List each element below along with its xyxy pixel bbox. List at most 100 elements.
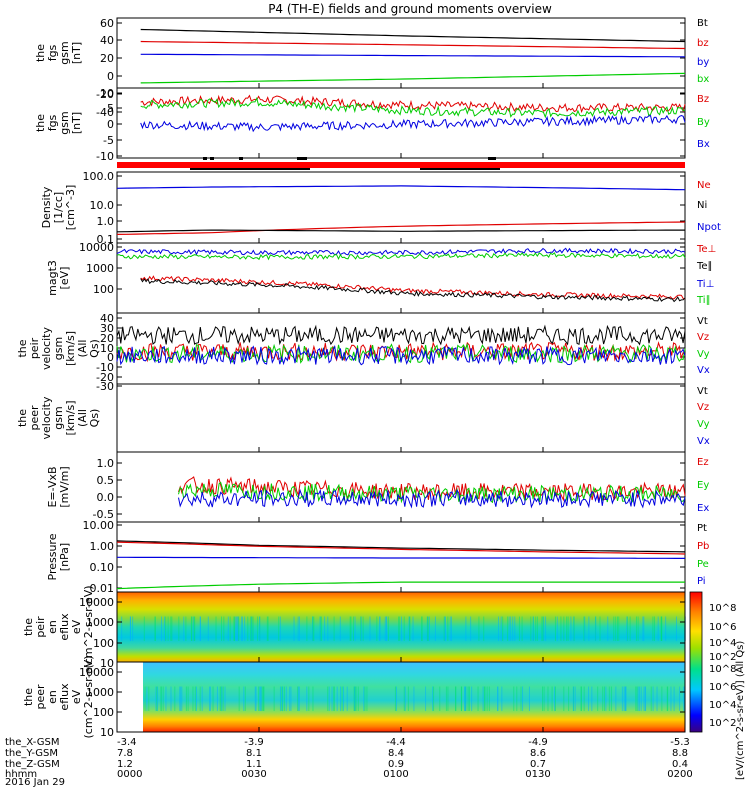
spectrogram-streak [500,616,502,641]
spectrogram-streak [157,686,159,711]
spectrogram-streak [244,616,246,641]
y-axis-label: Qs) [88,409,101,428]
spectrogram-streak [610,686,612,711]
series-line-Vt [116,324,686,346]
y-axis-label: the [22,688,35,706]
legend-Vz: Vz [697,332,709,343]
y-axis-label: [nPa] [58,543,71,571]
spectrogram-streak [635,616,637,641]
spectrogram-streak [516,686,518,711]
spectrogram-streak [395,686,397,711]
y-axis-label: the [34,114,47,132]
legend-Ex: Ex [697,503,709,514]
spectrogram-streak [350,616,352,641]
spectrogram-streak [251,616,253,641]
panel-1: 60 40 20 0 -20 -40 the fgs gsm [nT] Bt bz by bx [34,17,709,119]
y-axis-label: eV [70,689,83,704]
spectrogram-streak [346,686,348,711]
legend-Npot: Npot [697,222,721,233]
spectrogram-streak [238,616,240,641]
spectrogram-streak [637,616,639,641]
series-line-Pb [116,541,686,555]
series-line-Ey [178,481,686,504]
spectrogram-streak [451,616,453,641]
y-axis-label: Density [40,186,53,228]
spectrogram-streak [484,686,486,711]
spectrogram-streak [542,616,544,641]
spectrogram-streak [210,686,212,711]
spectrogram-streak [574,686,576,711]
spectrogram-streak [412,616,414,641]
spectrogram-streak [327,616,329,641]
spectrogram-streak [165,686,167,711]
spectrogram-streak [298,616,300,641]
spectrogram-streak [551,686,553,711]
legend-Vy: Vy [697,419,710,430]
y-tick-label: -10 [96,361,114,374]
spectrogram-streak [181,686,183,711]
spectrogram-streak [665,616,667,641]
y-tick-label: 100 [93,637,114,650]
ephemeris-value: 8.8 [672,748,688,759]
spectrogram-streak [432,686,434,711]
spectrogram-streak [615,616,617,641]
spectrogram-streak [642,616,644,641]
spectrogram-streak [252,616,254,641]
spectrogram-streak [280,686,282,711]
legend-Vx: Vx [697,436,710,447]
ephemeris-value: 1.2 [117,759,133,770]
spectrogram-streak [279,616,281,641]
series-line-Pt [116,540,686,553]
ephemeris-value: 0000 [117,769,142,780]
ephemeris-row-label: hhmm [5,769,37,780]
series-line-Npot [116,185,686,191]
spectrogram-streak [603,686,605,711]
panel-10: 10000 1000 100 10 the peer en eflux eV (cm^2-s-sr… [22,655,686,739]
y-axis-label: [km/s] [64,400,77,435]
spectrogram-streak [207,616,209,641]
colorbar-tick: 10^4 [709,638,736,649]
y-tick-label: 10000 [79,596,114,609]
y-axis-label: eflux [58,613,71,641]
y-tick-label: 1.0 [97,215,115,228]
spectrogram-streak [221,616,223,641]
spectrogram-streak [227,616,229,641]
spectrogram-streak [656,686,658,711]
legend-Pi: Pi [697,576,706,587]
spectrogram-streak [222,686,224,711]
y-tick-label: 1.00 [90,540,115,553]
spectrogram-streak [259,686,261,711]
ephemeris-row-label: the_X-GSM [5,737,59,748]
spectrogram-streak [312,616,314,641]
panel-frame [116,383,686,453]
spectrogram-streak [510,616,512,641]
series-line-By [140,96,686,119]
spectrogram-streak [261,686,263,711]
series-line-Ne [116,221,686,235]
spectrogram-streak [312,686,314,711]
spectrogram-streak [223,616,225,641]
ephemeris-row-label: the_Z-GSM [5,759,60,770]
y-axis-label: gsm [58,111,71,134]
colorbar-tick: 10^4 [709,700,736,711]
y-axis-label: velocity [40,396,53,439]
spectrogram-streak [488,686,490,711]
spectrogram-streak [638,686,640,711]
spectrogram-streak [283,686,285,711]
spectrogram-streak [194,616,196,641]
legend-bx: bx [697,74,709,85]
spectrogram-gap [117,662,143,732]
spectrogram-streak [602,686,604,711]
spectrogram-streak [224,686,226,711]
spectrogram-streak [513,686,515,711]
y-axis-label: peer [34,684,47,710]
y-tick-label: 1000 [86,262,114,275]
legend-Pt: Pt [697,523,707,534]
spectrogram-streak [319,616,321,641]
spectrogram-streak [588,616,590,641]
spectrogram-streak [179,686,181,711]
y-axis-label: the [22,618,35,636]
series-line-Te⊥ [140,275,686,300]
y-axis-label: fgs [46,114,59,131]
